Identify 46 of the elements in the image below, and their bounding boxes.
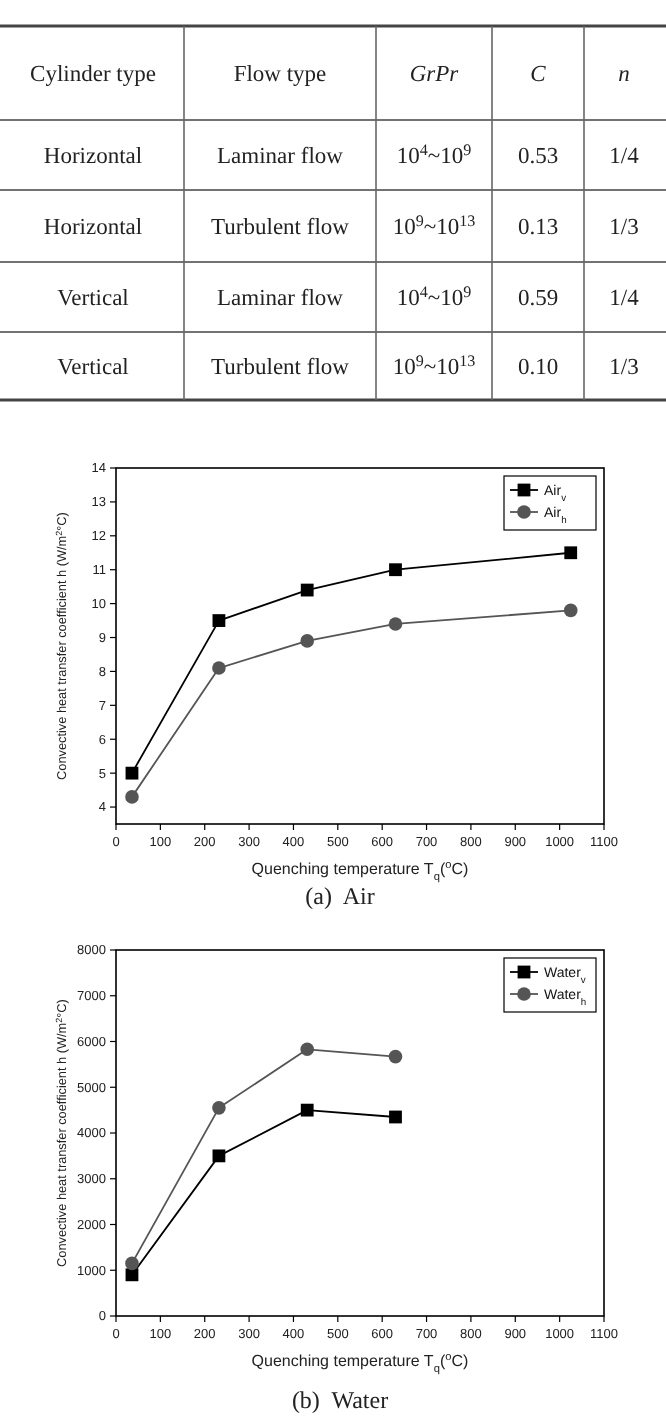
text: 10$^{9}$~10$^{13}$ bbox=[392, 351, 476, 380]
x-axis-title: Quenching temperature T$_{q}$($^{o}$C) bbox=[251, 860, 470, 884]
category-label: Flow type bbox=[233, 63, 327, 87]
point bbox=[212, 614, 226, 627]
text: 10$^{4}$~10$^{9}$ bbox=[396, 140, 472, 169]
point bbox=[300, 634, 315, 648]
category-label: Cylinder type bbox=[30, 63, 156, 87]
point bbox=[125, 1256, 139, 1271]
text: (a) Air bbox=[305, 882, 375, 910]
point bbox=[300, 583, 314, 597]
text: 0.13 bbox=[517, 216, 559, 240]
text: 0.59 bbox=[517, 287, 559, 311]
text: Vertical bbox=[57, 287, 129, 311]
point bbox=[388, 1049, 403, 1064]
category-label: GrPr bbox=[409, 63, 460, 87]
point bbox=[564, 546, 578, 560]
point bbox=[300, 1042, 315, 1057]
point bbox=[212, 1149, 226, 1163]
text: 10$^{9}$~10$^{13}$ bbox=[392, 211, 476, 240]
text: Turbulent flow bbox=[211, 216, 349, 240]
point bbox=[212, 661, 226, 675]
point bbox=[300, 1103, 314, 1117]
text: 0.10 bbox=[517, 356, 559, 380]
text: Vertical bbox=[57, 356, 129, 380]
text: 10$^{4}$~10$^{9}$ bbox=[396, 282, 472, 311]
text: 1/4 bbox=[609, 145, 639, 169]
text: 0.53 bbox=[517, 145, 559, 169]
x-axis-title: Quenching temperature T$_{q}$($^{o}$C) bbox=[251, 1352, 470, 1376]
category-label: n bbox=[618, 63, 631, 87]
point bbox=[125, 790, 139, 804]
text: Horizontal bbox=[43, 145, 143, 169]
category-label: C bbox=[530, 63, 547, 87]
point bbox=[389, 563, 402, 577]
text: 1/3 bbox=[609, 356, 639, 380]
text: Horizontal bbox=[43, 216, 143, 240]
point bbox=[563, 603, 578, 618]
text: 1/4 bbox=[609, 287, 639, 311]
text: Laminar flow bbox=[217, 145, 343, 169]
text: Turbulent flow bbox=[211, 356, 349, 380]
text: (b) Water bbox=[291, 1386, 389, 1414]
point bbox=[389, 1110, 402, 1124]
text: 1/3 bbox=[609, 216, 639, 240]
point bbox=[212, 1101, 226, 1115]
point bbox=[125, 766, 139, 780]
point bbox=[388, 617, 403, 631]
text: Laminar flow bbox=[217, 287, 343, 311]
